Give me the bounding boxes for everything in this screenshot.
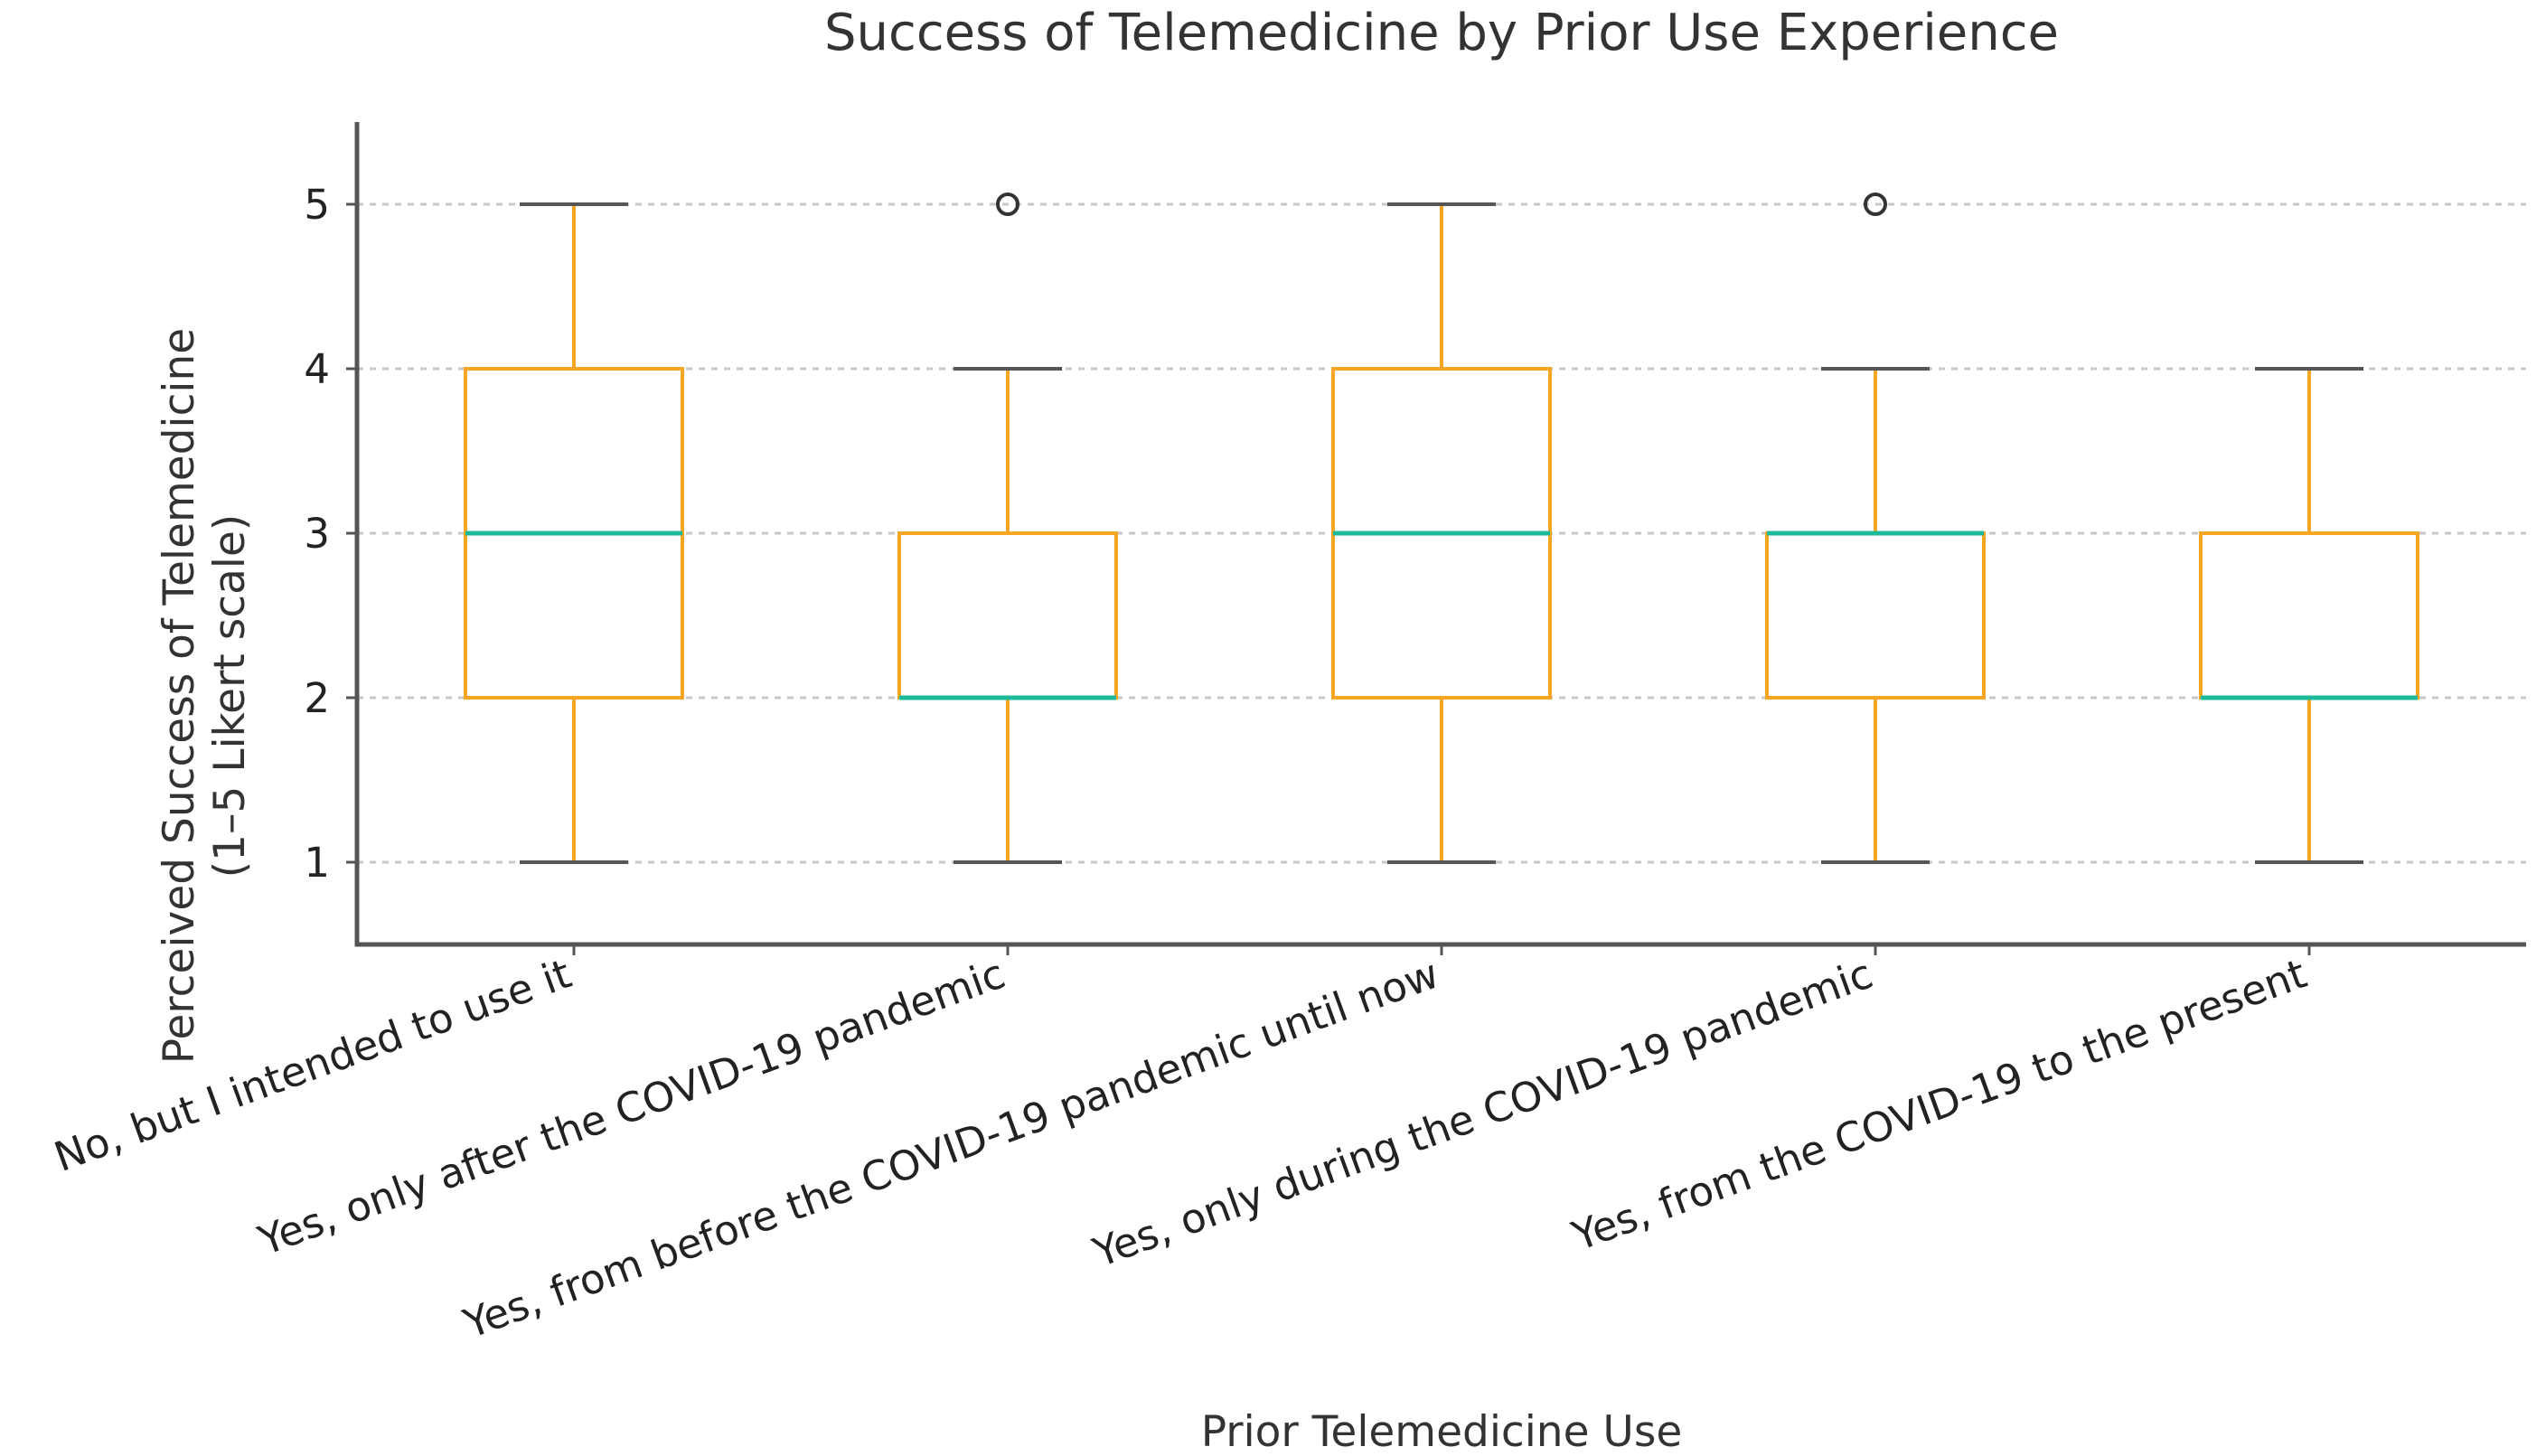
- axes-frame: [354, 122, 2526, 947]
- boxes: [464, 193, 2419, 864]
- y-tick-label-4: 4: [304, 345, 330, 393]
- x-tick-label-2: Yes, only after the COVID-19 pandemic: [251, 950, 1011, 1265]
- y-axis-ticks: 1 2 3 4 5: [304, 181, 357, 887]
- box-group-2: [897, 193, 1118, 864]
- box-group-1: [464, 202, 684, 864]
- box-group-5: [2199, 367, 2419, 864]
- x-tick-label-5: Yes, from the COVID-19 to the present: [1565, 950, 2313, 1261]
- box: [1765, 531, 1986, 700]
- y-tick-label-3: 3: [304, 510, 330, 558]
- y-axis-label: Perceived Success of Telemedicine (1–5 L…: [155, 328, 255, 1064]
- x-tick-label-4: Yes, only during the COVID-19 pandemic: [1086, 950, 1879, 1277]
- y-axis-label-line2: (1–5 Likert scale): [205, 514, 255, 878]
- box: [897, 531, 1118, 700]
- chart-title: Success of Telemedicine by Prior Use Exp…: [824, 4, 2059, 62]
- box-group-3: [1331, 202, 1552, 864]
- x-axis-label: Prior Telemedicine Use: [1201, 1407, 1682, 1456]
- y-tick-label-2: 2: [304, 674, 330, 722]
- outlier-point: [1864, 193, 1887, 216]
- y-axis-label-line1: Perceived Success of Telemedicine: [155, 328, 204, 1064]
- y-tick-label-5: 5: [304, 181, 330, 229]
- outlier-point: [996, 193, 1019, 216]
- y-tick-label-1: 1: [304, 839, 330, 887]
- box: [2199, 531, 2419, 700]
- box-group-4: [1765, 193, 1986, 864]
